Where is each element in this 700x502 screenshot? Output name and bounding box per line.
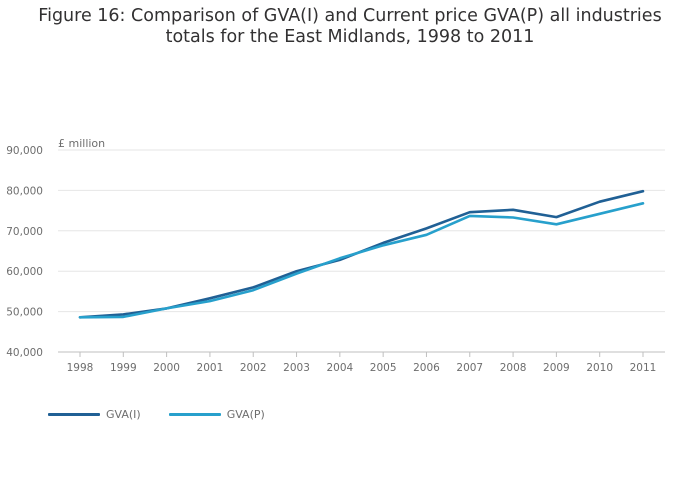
y-tick-label: 80,000 <box>6 185 43 197</box>
x-tick-label: 2005 <box>370 362 397 374</box>
chart-title: Figure 16: Comparison of GVA(I) and Curr… <box>0 6 700 48</box>
x-tick-label: 2010 <box>586 362 613 374</box>
y-tick-label: 90,000 <box>6 145 43 157</box>
series-line-gva-i[interactable] <box>78 189 645 319</box>
x-tick-label: 2000 <box>153 362 180 374</box>
x-axis: 1998 1999 2000 2001 2002 2003 2004 2005 2006 2007… <box>67 352 657 374</box>
legend-item-gva-p[interactable]: GVA(P) <box>168 408 265 421</box>
legend-item-gva-i[interactable]: GVA(I) <box>48 408 141 421</box>
legend: GVA(I) GVA(P) <box>48 408 293 421</box>
x-tick-label: 2002 <box>240 362 267 374</box>
y-tick-label: 40,000 <box>6 347 43 359</box>
legend-swatch-gva-i <box>48 413 100 416</box>
gridlines <box>58 149 665 353</box>
chart-title-line-2: totals for the East Midlands, 1998 to 20… <box>165 27 535 47</box>
y-axis: 40,000 50,000 60,000 70,000 80,000 90,000 <box>6 145 43 359</box>
y-axis-unit-label: £ million <box>58 137 105 150</box>
x-tick-label: 2007 <box>456 362 483 374</box>
x-tick-label: 2008 <box>500 362 527 374</box>
y-tick-label: 60,000 <box>6 266 43 278</box>
legend-label-gva-p: GVA(P) <box>226 408 265 421</box>
series-lines <box>78 189 645 319</box>
legend-label-gva-i: GVA(I) <box>106 408 141 421</box>
x-tick-label: 2009 <box>543 362 570 374</box>
x-tick-label: 2011 <box>630 362 657 374</box>
chart-title-line-1: Figure 16: Comparison of GVA(I) and Curr… <box>38 6 662 26</box>
x-tick-label: 1998 <box>67 362 94 374</box>
x-tick-label: 1999 <box>110 362 137 374</box>
y-tick-label: 50,000 <box>6 307 43 319</box>
series-line-gva-p[interactable] <box>78 202 645 319</box>
y-tick-label: 70,000 <box>6 226 43 238</box>
legend-swatch-gva-p <box>168 413 221 416</box>
x-tick-label: 2004 <box>326 362 353 374</box>
x-tick-label: 2001 <box>197 362 224 374</box>
x-tick-label: 2003 <box>283 362 310 374</box>
x-tick-label: 2006 <box>413 362 440 374</box>
